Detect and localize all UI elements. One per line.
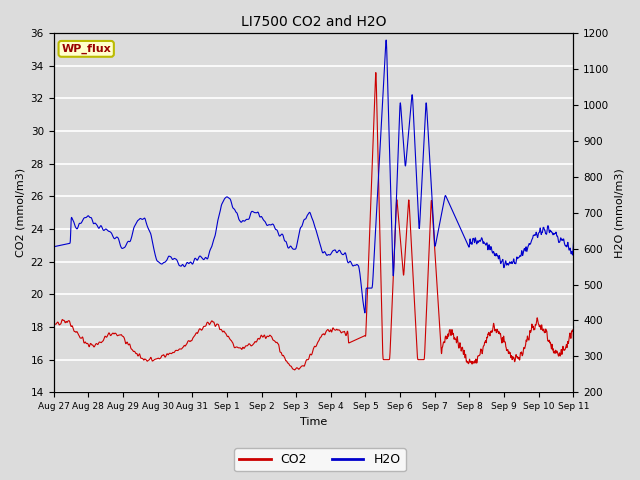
Y-axis label: CO2 (mmol/m3): CO2 (mmol/m3) bbox=[15, 168, 25, 257]
CO2 bbox=[109, 330, 116, 336]
Title: LI7500 CO2 and H2O: LI7500 CO2 and H2O bbox=[241, 15, 387, 29]
CO2 bbox=[570, 336, 577, 342]
Text: WP_flux: WP_flux bbox=[61, 44, 111, 54]
H2O bbox=[570, 240, 577, 246]
H2O bbox=[504, 261, 511, 266]
CO2 bbox=[504, 347, 511, 353]
CO2 bbox=[291, 367, 298, 373]
Y-axis label: H2O (mmol/m3): H2O (mmol/m3) bbox=[615, 168, 625, 257]
Legend: CO2, H2O: CO2, H2O bbox=[234, 448, 406, 471]
X-axis label: Time: Time bbox=[300, 417, 327, 427]
CO2 bbox=[50, 324, 58, 330]
CO2 bbox=[140, 357, 148, 363]
H2O bbox=[271, 226, 279, 232]
CO2 bbox=[249, 342, 257, 348]
CO2 bbox=[372, 70, 380, 75]
H2O bbox=[50, 244, 58, 250]
CO2 bbox=[271, 339, 279, 345]
Line: CO2: CO2 bbox=[54, 72, 573, 370]
H2O bbox=[361, 310, 369, 316]
H2O bbox=[109, 233, 116, 239]
H2O bbox=[560, 236, 568, 242]
H2O bbox=[140, 216, 148, 221]
H2O bbox=[249, 209, 257, 215]
CO2 bbox=[560, 347, 568, 353]
Line: H2O: H2O bbox=[54, 40, 573, 313]
H2O bbox=[382, 37, 390, 43]
